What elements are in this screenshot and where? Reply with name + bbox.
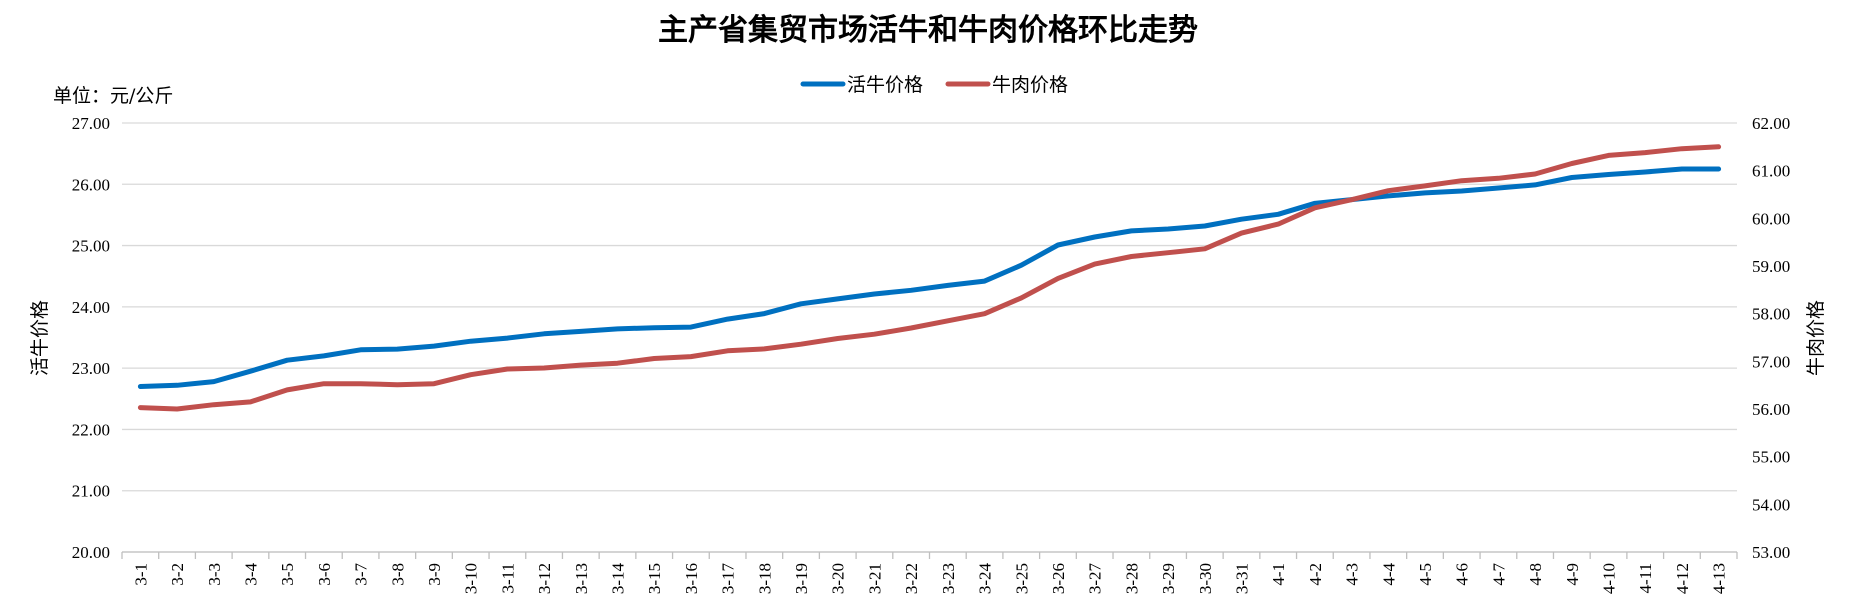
y-right-tick-label: 57.00 [1752, 352, 1790, 371]
unit-label: 单位：元/公斤 [53, 85, 173, 107]
y-right-tick-label: 55.00 [1752, 448, 1790, 467]
x-tick-label: 3-31 [1232, 563, 1251, 594]
x-tick-label: 3-7 [352, 563, 371, 586]
x-tick-label: 3-27 [1086, 563, 1105, 595]
x-tick-label: 3-3 [205, 563, 224, 586]
legend-label-live-cattle: 活牛价格 [847, 74, 923, 96]
y-left-tick-label: 26.00 [72, 175, 110, 194]
x-tick-label: 3-14 [609, 563, 628, 595]
x-tick-label: 3-8 [388, 563, 407, 586]
x-tick-label: 4-11 [1636, 563, 1655, 594]
x-tick-label: 4-13 [1710, 563, 1729, 594]
y-left-tick-label: 21.00 [72, 482, 110, 501]
x-tick-label: 3-13 [572, 563, 591, 594]
x-tick-label: 4-7 [1489, 563, 1508, 586]
series-line-beef [137, 144, 1722, 412]
y-right-tick-label: 60.00 [1752, 209, 1790, 228]
x-tick-label: 3-6 [315, 563, 334, 586]
y-axis-right: 53.00 54.00 55.00 56.00 57.00 58.00 59.00 60.00… [1752, 114, 1790, 562]
x-tick-label: 3-18 [755, 563, 774, 594]
x-tick-label: 4-12 [1673, 563, 1692, 594]
y-axis-left: 20.00 21.00 22.00 23.00 24.00 25.00 26.00 27.00 [72, 114, 110, 562]
x-tick-label: 3-30 [1196, 563, 1215, 594]
x-tick-label: 4-6 [1453, 563, 1472, 586]
y-axis-right-title: 牛肉价格 [1805, 300, 1827, 376]
x-tick-label: 3-29 [1159, 563, 1178, 594]
y-left-tick-label: 25.00 [72, 237, 110, 256]
y-left-tick-label: 27.00 [72, 114, 110, 133]
y-left-tick-label: 24.00 [72, 298, 110, 317]
y-right-tick-label: 54.00 [1752, 495, 1790, 514]
x-tick-label: 3-2 [168, 563, 187, 586]
x-tick-label: 4-2 [1306, 563, 1325, 586]
series-lines [137, 144, 1722, 412]
x-tick-label: 3-16 [682, 563, 701, 594]
x-tick-label: 3-9 [425, 563, 444, 586]
x-tick-label: 3-20 [829, 563, 848, 594]
x-tick-label: 3-26 [1049, 563, 1068, 594]
x-tick-label: 3-28 [1122, 563, 1141, 594]
y-left-tick-label: 20.00 [72, 543, 110, 562]
x-tick-label: 3-24 [976, 563, 995, 595]
x-tick-label: 4-10 [1600, 563, 1619, 594]
y-right-tick-label: 53.00 [1752, 543, 1790, 562]
x-tick-label: 4-4 [1379, 563, 1398, 586]
legend: 活牛价格 牛肉价格 [800, 74, 1068, 96]
x-tick-label: 3-5 [278, 563, 297, 586]
x-tick-label: 3-15 [645, 563, 664, 594]
x-tick-label: 3-17 [719, 563, 738, 595]
y-right-tick-label: 61.00 [1752, 162, 1790, 181]
y-right-tick-label: 59.00 [1752, 257, 1790, 276]
chart-title: 主产省集贸市场活牛和牛肉价格环比走势 [658, 13, 1198, 48]
x-tick-label: 4-1 [1269, 563, 1288, 586]
y-right-tick-label: 62.00 [1752, 114, 1790, 133]
x-tick-label: 3-10 [462, 563, 481, 594]
series-line-live-cattle [137, 166, 1722, 389]
x-tick-label: 3-21 [865, 563, 884, 594]
x-tick-label: 3-11 [498, 563, 517, 594]
x-tick-label: 4-3 [1343, 563, 1362, 586]
y-right-tick-label: 56.00 [1752, 400, 1790, 419]
y-left-tick-label: 22.00 [72, 420, 110, 439]
x-tick-label: 3-12 [535, 563, 554, 594]
legend-label-beef: 牛肉价格 [992, 74, 1068, 96]
x-tick-label: 4-8 [1526, 563, 1545, 586]
y-right-tick-label: 58.00 [1752, 305, 1790, 324]
x-tick-label: 4-9 [1563, 563, 1582, 586]
x-tick-label: 3-25 [1012, 563, 1031, 594]
y-axis-left-title: 活牛价格 [29, 300, 51, 376]
x-axis: 3-1 3-2 3-3 3-4 3-5 3-6 3-7 3-8 3-9 3-10 3-11 3-12 3… [121, 551, 1738, 595]
x-tick-label: 3-19 [792, 563, 811, 594]
y-left-tick-label: 23.00 [72, 359, 110, 378]
x-tick-label: 3-23 [939, 563, 958, 594]
x-tick-label: 3-1 [131, 563, 150, 586]
x-tick-label: 3-22 [902, 563, 921, 594]
x-tick-label: 4-5 [1416, 563, 1435, 586]
x-tick-label: 3-4 [241, 563, 260, 586]
